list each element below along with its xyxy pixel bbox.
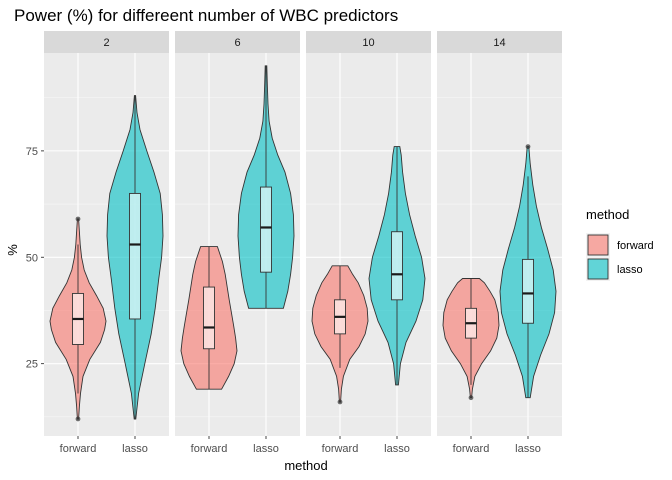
violin-forward: [442, 278, 500, 401]
facet-panel: 14 forward lasso: [437, 31, 562, 455]
facet-panel: 6 forward lasso: [175, 31, 300, 455]
outlier-point: [468, 395, 474, 401]
violin-lasso: [499, 144, 557, 399]
facet-panel: 10 forward lasso: [306, 31, 431, 455]
y-tick-label: 50: [26, 252, 38, 264]
legend-item-lasso: lasso: [586, 257, 643, 281]
facet-label: 2: [103, 37, 109, 49]
box-iqr: [129, 192, 141, 320]
outlier-point: [75, 416, 81, 422]
outlier-point: [525, 144, 531, 150]
legend-label: forward: [617, 240, 654, 252]
x-tick-label: forward: [60, 443, 97, 455]
x-tick-label: lasso: [384, 443, 410, 455]
x-tick-label: lasso: [122, 443, 148, 455]
box-iqr: [522, 258, 534, 324]
legend-label: lasso: [617, 264, 643, 276]
violin-lasso: [368, 146, 426, 386]
x-tick-label: lasso: [253, 443, 279, 455]
facet-label: 10: [362, 37, 374, 49]
outlier-point: [75, 216, 81, 222]
outlier-point: [337, 399, 343, 405]
box-iqr: [203, 286, 215, 350]
violin-forward: [311, 265, 369, 405]
box-iqr: [260, 186, 272, 273]
y-axis: 25 50 75: [26, 146, 44, 371]
x-tick-label: lasso: [515, 443, 541, 455]
violin-lasso: [237, 65, 295, 309]
legend-title: method: [586, 207, 629, 222]
legend: method forward lasso: [586, 207, 654, 281]
box-iqr: [391, 231, 403, 301]
legend-swatch: [587, 234, 609, 256]
violin-forward: [180, 246, 238, 390]
violin-lasso: [106, 95, 164, 420]
legend-item-forward: forward: [586, 233, 654, 257]
facet-panel: 2 forward lasso: [44, 31, 169, 455]
facet-strip: [306, 31, 431, 53]
x-axis-title: method: [284, 458, 327, 473]
legend-keys: forward lasso: [586, 233, 654, 281]
facet-label: 14: [493, 37, 505, 49]
x-tick-label: forward: [322, 443, 359, 455]
violin-forward: [49, 216, 107, 422]
facet-strip: [175, 31, 300, 53]
facet-strip: [437, 31, 562, 53]
facet-panels: 2 forward lasso 6 forward lasso 10 forward lasso…: [44, 31, 562, 455]
facet-strip: [44, 31, 169, 53]
chart-title: Power (%) for differeent number of WBC p…: [14, 6, 398, 25]
y-axis-title: %: [5, 244, 20, 256]
x-tick-label: forward: [453, 443, 490, 455]
y-tick-label: 75: [26, 146, 38, 158]
legend-swatch: [587, 258, 609, 280]
x-tick-label: forward: [191, 443, 228, 455]
facet-label: 6: [234, 37, 240, 49]
y-tick-label: 25: [26, 359, 38, 371]
